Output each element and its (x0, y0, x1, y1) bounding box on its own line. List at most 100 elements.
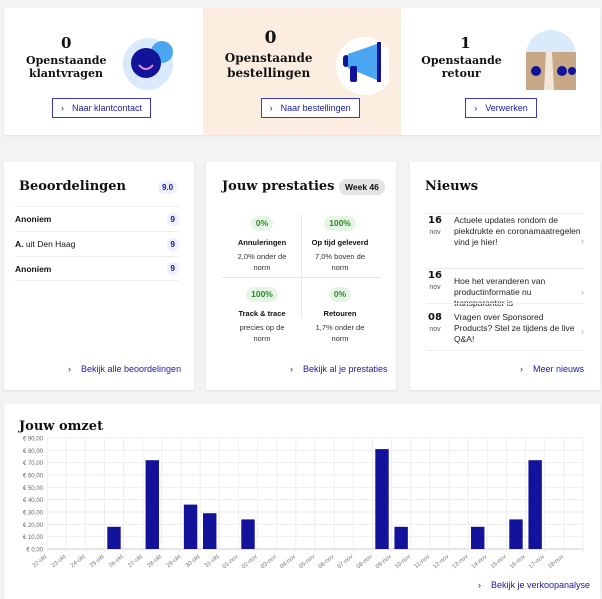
button-label: Naar klantcontact (72, 103, 143, 113)
news-text: Vragen over Sponsored Products? Stel ze … (454, 312, 575, 344)
metric-desc: 1,7% onder de norm (315, 323, 365, 343)
open-returns-label: Openstaande retour (421, 54, 502, 80)
open-items-card: 0 Openstaande klantvragen › Naar klantcon… (4, 8, 600, 135)
x-tick-label: 12-nov (432, 554, 450, 570)
metric-value: 0% (250, 216, 274, 231)
button-label: Verwerken (485, 103, 528, 113)
metric-value: 100% (246, 287, 278, 302)
x-tick-label: 27-okt (127, 554, 144, 570)
x-tick-label: 26-okt (108, 554, 125, 570)
chevron-right-icon: › (478, 580, 481, 590)
review-item[interactable]: Anoniem 9 (15, 206, 179, 231)
news-month: nov (429, 326, 441, 333)
revenue-bar (509, 519, 523, 549)
news-item[interactable]: 08 nov Vragen over Sponsored Products? Ste… (426, 303, 584, 351)
open-orders-count: 0 (264, 28, 277, 48)
metric-title: Retouren (323, 309, 357, 318)
x-tick-label: 06-nov (318, 554, 336, 570)
sales-analysis-link[interactable]: › Bekijk je verkoopanalyse (478, 580, 590, 590)
chevron-right-icon: › (581, 236, 584, 246)
reviews-average-score: 9.0 (158, 181, 178, 194)
chevron-right-icon: › (68, 364, 71, 374)
revenue-bar (203, 513, 217, 549)
link-label: Bekijk al je prestaties (303, 364, 388, 374)
reviewer-name: A. (15, 239, 24, 249)
news-text: Actuele updates rondom de piekdrukte en … (454, 215, 581, 247)
x-tick-label: 07-nov (337, 554, 355, 570)
x-tick-label: 24-okt (70, 554, 87, 570)
revenue-bar (471, 526, 485, 549)
metric-on-time: 100% Op tijd geleverd 7,0% boven de norm (300, 216, 380, 273)
revenue-bar (145, 460, 159, 549)
x-tick-label: 03-nov (260, 554, 278, 570)
metric-desc: 7,0% boven de norm (314, 252, 366, 272)
x-tick-label: 08-nov (356, 554, 374, 570)
y-tick-label: € 80,00 (23, 449, 44, 455)
process-return-button[interactable]: › Verwerken (465, 98, 537, 118)
week-badge: Week 46 (339, 179, 385, 195)
reviewer-name: Anoniem (15, 263, 52, 274)
revenue-card (4, 404, 600, 599)
revenue-bar (107, 526, 121, 549)
chevron-right-icon: › (269, 103, 273, 113)
performance-title: Jouw prestaties (222, 179, 335, 194)
x-tick-label: 10-nov (394, 554, 412, 570)
revenue-bar (375, 449, 389, 549)
to-orders-button[interactable]: › Naar bestellingen (260, 98, 360, 118)
megaphone-icon (335, 37, 389, 95)
open-questions-count: 0 (61, 34, 72, 52)
x-tick-label: 17-nov (528, 554, 546, 570)
metric-title: Annuleringen (237, 238, 287, 247)
metric-value: 100% (324, 216, 356, 231)
revenue-bar (528, 460, 542, 549)
reviewer-name: Anoniem (15, 214, 52, 224)
link-label: Bekijk je verkoopanalyse (491, 580, 591, 590)
news-day: 16 (428, 215, 442, 226)
y-tick-label: € 0,00 (26, 548, 43, 554)
open-orders-section: 0 Openstaande bestellingen › Naar bestell… (202, 8, 402, 135)
y-tick-label: € 20,00 (23, 523, 44, 529)
y-tick-label: € 70,00 (23, 461, 44, 467)
metric-cancellations: 0% Annuleringen 2,0% onder de norm (222, 216, 302, 273)
y-tick-label: € 30,00 (23, 511, 44, 517)
metric-title: Op tijd geleverd (311, 238, 369, 247)
review-item[interactable]: Anoniem 9 (15, 256, 179, 281)
x-tick-label: 05-nov (298, 554, 316, 570)
x-tick-label: 30-okt (185, 554, 202, 570)
divider (222, 277, 381, 278)
all-performance-link[interactable]: › Bekijk al je prestaties (290, 364, 388, 374)
review-item[interactable]: A. uit Den Haag 9 (15, 231, 179, 256)
news-card (410, 162, 600, 390)
reviews-card (4, 162, 194, 390)
chat-bubbles-icon (123, 38, 173, 90)
x-tick-label: 11-nov (414, 554, 432, 570)
more-news-link[interactable]: › Meer nieuws (520, 364, 584, 374)
x-tick-label: 02-nov (241, 554, 259, 570)
open-questions-label: Openstaande klantvragen (26, 54, 107, 80)
x-tick-label: 31-okt (204, 554, 221, 570)
open-returns-section: 1 Openstaande retour › Verwerken (401, 8, 600, 135)
chevron-right-icon: › (474, 103, 478, 113)
x-tick-label: 28-okt (147, 554, 164, 570)
x-tick-label: 13-nov (452, 554, 470, 570)
to-customer-contact-button[interactable]: › Naar klantcontact (52, 98, 152, 118)
y-tick-label: € 40,00 (23, 498, 44, 504)
all-reviews-link[interactable]: › Bekijk alle beoordelingen (68, 364, 181, 374)
open-returns-count: 1 (460, 34, 471, 52)
package-box-icon (526, 30, 577, 90)
y-tick-label: € 90,00 (23, 437, 44, 443)
x-tick-label: 16-nov (509, 554, 527, 570)
x-tick-label: 18-nov (547, 554, 565, 570)
open-orders-label: Openstaande bestellingen (224, 51, 313, 80)
news-item[interactable]: 16 nov Actuele updates rondom de piekdrukt… (426, 213, 584, 268)
chevron-right-icon: › (520, 364, 523, 374)
news-title: Nieuws (425, 179, 479, 194)
link-label: Meer nieuws (533, 364, 585, 374)
news-day: 08 (428, 312, 442, 323)
news-month: nov (429, 284, 441, 291)
x-tick-label: 29-okt (166, 554, 183, 570)
metric-track-trace: 100% Track & trace precies op de norm (222, 287, 302, 344)
y-tick-label: € 10,00 (23, 535, 44, 541)
metric-returns: 0% Retouren 1,7% onder de norm (300, 287, 380, 344)
news-month: nov (429, 229, 441, 236)
